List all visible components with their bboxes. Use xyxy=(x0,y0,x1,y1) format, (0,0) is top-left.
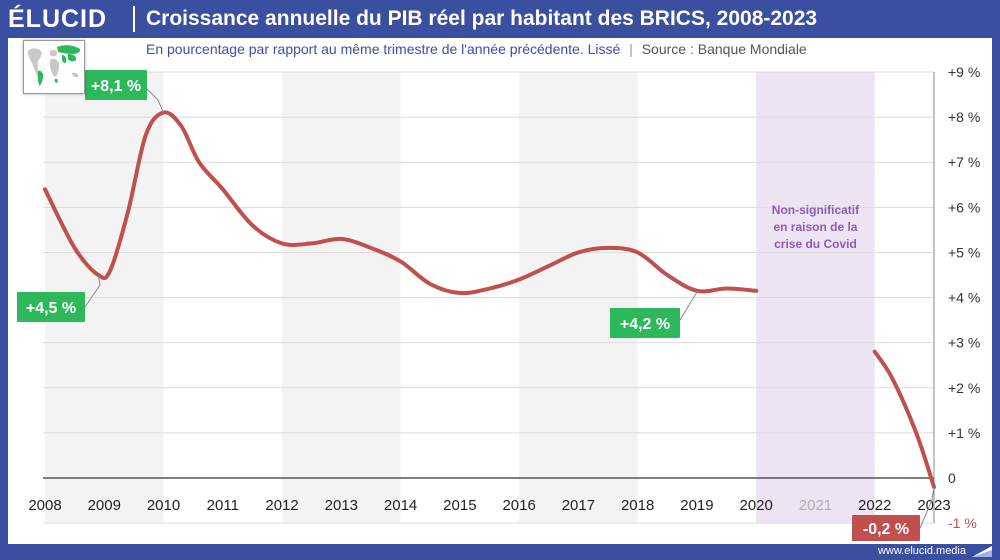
x-tick-label: 2023 xyxy=(917,497,950,514)
x-tick-label: 2019 xyxy=(680,497,713,514)
x-tick-label: 2009 xyxy=(88,497,121,514)
annotation-leader xyxy=(679,290,698,321)
y-tick-label: +7 % xyxy=(948,154,980,170)
footer-url[interactable]: www.elucid.media xyxy=(877,545,966,557)
y-tick-label: -1 % xyxy=(948,515,977,531)
annotation-box xyxy=(17,292,85,322)
annotation-box xyxy=(852,515,920,541)
x-tick-label: 2008 xyxy=(28,497,61,514)
map-thumbnail xyxy=(23,40,85,94)
subtitle-text: En pourcentage par rapport au même trime… xyxy=(146,41,621,57)
elucid-flag-icon xyxy=(972,546,992,557)
x-tick-label: 2018 xyxy=(621,497,654,514)
title-separator xyxy=(133,6,135,32)
chart-subtitle: En pourcentage par rapport au même trime… xyxy=(146,40,807,58)
annotation-leader xyxy=(84,274,101,308)
elucid-logo[interactable]: ÉLUCID xyxy=(8,4,128,34)
x-tick-label: 2021 xyxy=(799,497,832,514)
annotation-leader xyxy=(919,486,935,529)
subtitle-separator: | xyxy=(629,41,633,57)
y-tick-label: +2 % xyxy=(948,380,980,396)
annotation-label: +4,5 % xyxy=(26,300,76,317)
x-tick-label: 2017 xyxy=(562,497,595,514)
y-tick-label: +1 % xyxy=(948,425,980,441)
series-line xyxy=(872,349,936,490)
annotation-box xyxy=(610,308,680,338)
x-tick-label: 2011 xyxy=(207,497,239,514)
annotation-label: +4,2 % xyxy=(620,316,670,333)
x-tick-label: 2016 xyxy=(502,497,535,514)
chart-title: Croissance annuelle du PIB réel par habi… xyxy=(146,7,818,30)
y-tick-label: +4 % xyxy=(948,290,980,306)
annotation-label: -0,2 % xyxy=(863,521,909,538)
x-tick-label: 2014 xyxy=(384,497,417,514)
annotation-box xyxy=(85,70,147,100)
covid-note-text: en raison de la xyxy=(773,220,857,234)
x-tick-label: 2020 xyxy=(740,497,773,514)
y-tick-label: 0 xyxy=(948,470,956,486)
x-tick-label: 2022 xyxy=(858,497,891,514)
annotation-leader xyxy=(144,86,164,113)
x-tick-label: 2013 xyxy=(325,497,358,514)
header-bar: ÉLUCID Croissance annuelle du PIB réel p… xyxy=(0,0,1000,38)
x-tick-label: 2012 xyxy=(265,497,298,514)
covid-note-text: Non-significatif xyxy=(772,203,860,217)
annotation-label: +8,1 % xyxy=(91,78,141,95)
y-tick-label: +9 % xyxy=(948,64,980,80)
world-map-brics-icon xyxy=(27,45,81,86)
covid-note-text: crise du Covid xyxy=(774,237,857,251)
y-tick-label: +5 % xyxy=(948,244,980,260)
x-tick-label: 2015 xyxy=(443,497,476,514)
x-tick-label: 2010 xyxy=(147,497,180,514)
series-line xyxy=(43,110,759,296)
y-tick-label: +3 % xyxy=(948,335,980,351)
y-tick-label: +6 % xyxy=(948,199,980,215)
y-tick-label: +8 % xyxy=(948,109,980,125)
source-text: Source : Banque Mondiale xyxy=(641,41,807,57)
